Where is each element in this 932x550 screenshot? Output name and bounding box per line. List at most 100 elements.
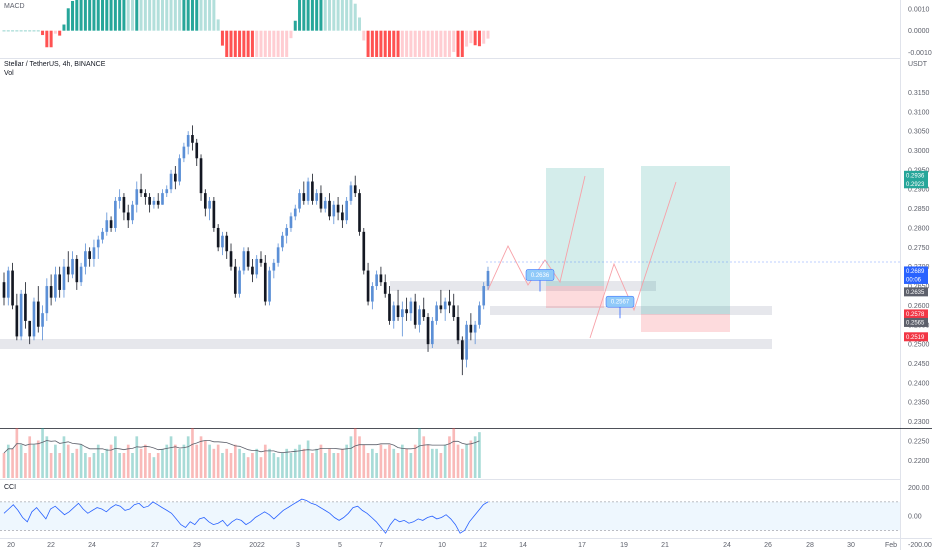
- candle: [152, 196, 156, 209]
- time-tick-label: 10: [438, 542, 446, 549]
- candle: [430, 317, 434, 349]
- volume-bar: [371, 448, 374, 478]
- candle-body: [439, 305, 443, 310]
- candle: [144, 189, 147, 205]
- volume-bar: [306, 440, 310, 478]
- candle: [302, 181, 306, 205]
- macd-histogram: [2, 0, 490, 57]
- candle-body: [469, 324, 473, 333]
- macd-bar: [53, 30, 57, 34]
- price-tick-label: 0.2500: [908, 342, 930, 349]
- candle-body: [75, 258, 79, 283]
- candle-body: [148, 196, 151, 205]
- candle: [272, 258, 276, 279]
- volume-bar: [173, 444, 177, 478]
- candle-body: [242, 251, 246, 271]
- candle: [131, 200, 134, 225]
- candle-body: [259, 258, 263, 263]
- macd-bar: [186, 0, 190, 31]
- macd-bar: [336, 0, 340, 31]
- candle: [328, 193, 331, 221]
- volume-label[interactable]: Vol: [4, 70, 14, 77]
- candle-body: [319, 193, 323, 209]
- macd-bar: [199, 0, 203, 31]
- macd-bar: [473, 30, 477, 46]
- macd-bar: [456, 30, 460, 57]
- macd-bar: [143, 0, 147, 31]
- symbol-title[interactable]: Stellar / TetherUS, 4h, BINANCE: [4, 61, 106, 68]
- volume-bar: [199, 436, 203, 478]
- price-callout[interactable]: 0.2636: [525, 269, 555, 292]
- macd-bar: [400, 30, 404, 57]
- macd-bar: [6, 30, 10, 32]
- candle-body: [221, 235, 224, 248]
- candle-body: [392, 305, 396, 321]
- volume-bar: [62, 436, 66, 478]
- volume-bar: [263, 444, 267, 478]
- volume-bar: [388, 444, 391, 478]
- price-tag-box: [904, 309, 928, 319]
- volume-bar: [203, 440, 207, 478]
- volume-bar: [413, 444, 417, 478]
- candle-body: [165, 189, 169, 194]
- volume-bar: [460, 448, 464, 478]
- price-tag: 0.2635: [904, 287, 928, 297]
- projection-path-2: [589, 181, 677, 339]
- cci-line: [3, 498, 489, 534]
- macd-bar: [2, 30, 6, 32]
- price-tick-label: 0.2200: [908, 458, 930, 465]
- macd-bar: [426, 30, 430, 57]
- volume-bar: [281, 453, 284, 478]
- candle: [186, 131, 190, 155]
- volume-bar: [341, 448, 344, 478]
- macd-bar: [36, 30, 40, 32]
- candle: [422, 297, 426, 321]
- price-pane[interactable]: 0.2636 0.2567 Stellar / TetherUS, 4h, BIN…: [0, 61, 932, 478]
- candle-body: [208, 200, 211, 209]
- macd-bar: [452, 30, 456, 52]
- price-tag: 0.2578: [904, 309, 928, 319]
- volume-bar: [298, 444, 301, 478]
- candle: [452, 293, 456, 321]
- volume-bar: [405, 448, 408, 478]
- macd-pane[interactable]: MACD 0.0010 0.0000 -0.0010: [2, 0, 932, 57]
- candle-body: [478, 305, 481, 325]
- candle-body: [448, 301, 451, 306]
- candle-body: [293, 208, 297, 217]
- macd-bar: [203, 0, 207, 31]
- long-position-2-stop: [641, 314, 730, 332]
- cci-pane[interactable]: CCI 200.00 0.00 -200.00: [0, 484, 932, 549]
- volume-bar: [6, 444, 10, 478]
- candle-body: [418, 309, 421, 325]
- time-axis-labels[interactable]: 20 22 24 27 29 2022 3 5 7 10 12 14 17 19 21 24 26 28 30 Feb: [7, 542, 897, 549]
- candle: [401, 301, 404, 337]
- macd-bar: [405, 30, 409, 57]
- candle: [156, 193, 160, 209]
- price-callout[interactable]: 0.2567: [605, 295, 635, 319]
- candle-body: [268, 270, 271, 302]
- candle: [165, 185, 169, 197]
- price-tag-box: [904, 266, 928, 276]
- volume-bar: [19, 444, 23, 478]
- candle: [203, 189, 207, 217]
- price-callouts[interactable]: 0.2636 0.2567: [525, 269, 635, 319]
- candle-body: [401, 309, 404, 318]
- candle-body: [28, 320, 32, 337]
- macd-bar: [23, 30, 27, 32]
- candle-body: [336, 204, 340, 213]
- macd-bar: [443, 30, 447, 57]
- macd-bar: [345, 0, 349, 31]
- macd-bar: [58, 30, 62, 36]
- candle-body: [199, 158, 203, 194]
- price-tag-label: 0.2578: [906, 312, 925, 318]
- macd-bar: [32, 30, 36, 32]
- macd-bar: [45, 30, 49, 48]
- macd-bar: [430, 30, 434, 57]
- macd-bar: [88, 0, 92, 31]
- volume-bar: [332, 453, 336, 478]
- candle-body: [251, 266, 254, 275]
- candle-body: [362, 231, 366, 271]
- volume-bar: [362, 444, 366, 478]
- volume-bar: [169, 436, 173, 478]
